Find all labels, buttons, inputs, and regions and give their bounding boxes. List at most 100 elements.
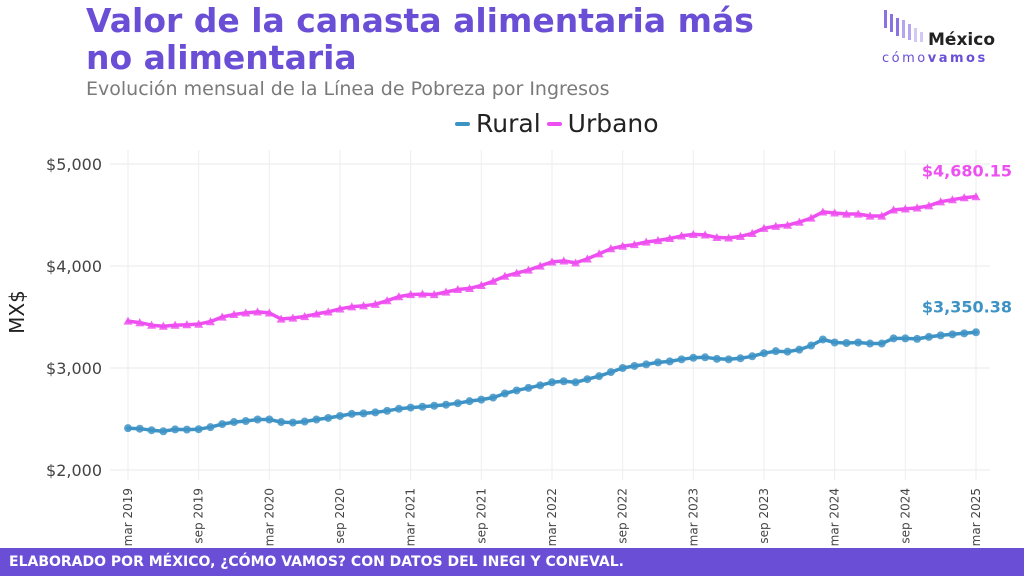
data-point-rural[interactable]: [642, 360, 651, 369]
data-point-rural[interactable]: [277, 418, 286, 427]
data-point-urbano[interactable]: [147, 320, 157, 329]
data-point-rural[interactable]: [901, 334, 910, 343]
data-point-rural[interactable]: [748, 352, 757, 361]
data-point-rural[interactable]: [124, 424, 132, 433]
data-point-rural[interactable]: [889, 334, 898, 343]
data-point-rural[interactable]: [654, 358, 662, 367]
data-point-rural[interactable]: [477, 395, 486, 404]
data-point-rural[interactable]: [595, 372, 604, 381]
data-point-rural[interactable]: [336, 411, 344, 420]
data-point-urbano[interactable]: [865, 211, 875, 220]
data-point-urbano[interactable]: [912, 203, 922, 212]
data-point-urbano[interactable]: [889, 205, 899, 214]
data-point-urbano[interactable]: [229, 309, 239, 319]
data-point-urbano[interactable]: [947, 195, 957, 204]
data-point-urbano[interactable]: [559, 256, 569, 265]
data-point-urbano[interactable]: [382, 296, 392, 305]
legend-item-urbano[interactable]: Urbano: [546, 109, 659, 138]
data-point-urbano[interactable]: [264, 308, 274, 317]
data-point-rural[interactable]: [489, 393, 498, 402]
data-point-rural[interactable]: [877, 339, 886, 348]
data-point-rural[interactable]: [866, 339, 874, 348]
data-point-urbano[interactable]: [594, 249, 604, 258]
data-point-urbano[interactable]: [794, 217, 804, 226]
data-point-urbano[interactable]: [241, 308, 251, 317]
data-point-urbano[interactable]: [347, 302, 357, 311]
data-point-rural[interactable]: [442, 400, 450, 409]
data-point-rural[interactable]: [618, 364, 627, 372]
data-point-rural[interactable]: [677, 355, 686, 364]
data-point-urbano[interactable]: [123, 316, 133, 325]
data-point-rural[interactable]: [924, 332, 933, 341]
data-point-rural[interactable]: [171, 425, 180, 434]
data-point-urbano[interactable]: [853, 209, 863, 218]
data-point-urbano[interactable]: [783, 220, 793, 229]
data-point-rural[interactable]: [630, 361, 639, 370]
data-point-rural[interactable]: [241, 417, 250, 426]
data-point-urbano[interactable]: [359, 301, 369, 310]
data-point-rural[interactable]: [536, 381, 545, 390]
data-point-rural[interactable]: [606, 368, 615, 377]
data-point-rural[interactable]: [712, 354, 721, 363]
data-point-rural[interactable]: [548, 378, 556, 387]
data-point-rural[interactable]: [936, 331, 945, 340]
data-point-rural[interactable]: [724, 355, 733, 364]
data-point-rural[interactable]: [571, 378, 580, 387]
data-point-urbano[interactable]: [759, 223, 769, 232]
data-point-urbano[interactable]: [253, 307, 263, 316]
data-point-urbano[interactable]: [512, 268, 522, 277]
data-point-urbano[interactable]: [841, 209, 851, 218]
data-point-rural[interactable]: [383, 406, 392, 415]
data-point-rural[interactable]: [453, 399, 462, 408]
data-point-rural[interactable]: [818, 335, 827, 344]
data-point-urbano[interactable]: [735, 231, 745, 241]
data-point-rural[interactable]: [206, 423, 215, 432]
data-point-urbano[interactable]: [818, 207, 828, 216]
data-point-rural[interactable]: [500, 389, 509, 398]
data-point-urbano[interactable]: [688, 229, 698, 238]
data-point-urbano[interactable]: [547, 257, 557, 266]
data-point-urbano[interactable]: [712, 232, 722, 242]
data-point-rural[interactable]: [689, 353, 698, 362]
data-point-rural[interactable]: [194, 425, 203, 434]
data-point-urbano[interactable]: [653, 236, 663, 245]
data-point-urbano[interactable]: [205, 317, 215, 326]
data-point-rural[interactable]: [253, 415, 262, 424]
data-point-urbano[interactable]: [500, 271, 510, 280]
data-point-rural[interactable]: [147, 426, 156, 435]
data-point-urbano[interactable]: [582, 254, 592, 263]
data-point-urbano[interactable]: [665, 233, 675, 243]
data-point-urbano[interactable]: [194, 319, 204, 328]
data-point-rural[interactable]: [960, 329, 969, 338]
data-point-urbano[interactable]: [288, 313, 298, 322]
data-point-rural[interactable]: [665, 357, 674, 366]
data-point-urbano[interactable]: [135, 318, 145, 327]
data-point-urbano[interactable]: [771, 221, 781, 230]
data-point-rural[interactable]: [135, 424, 144, 433]
data-point-rural[interactable]: [406, 403, 415, 412]
data-point-rural[interactable]: [830, 338, 839, 347]
data-point-urbano[interactable]: [170, 320, 180, 329]
data-point-urbano[interactable]: [618, 241, 628, 250]
data-point-urbano[interactable]: [488, 276, 498, 285]
data-point-urbano[interactable]: [523, 265, 533, 274]
data-point-rural[interactable]: [512, 386, 521, 395]
data-point-urbano[interactable]: [441, 287, 451, 296]
data-point-rural[interactable]: [701, 353, 710, 362]
data-point-rural[interactable]: [324, 413, 333, 422]
data-point-urbano[interactable]: [971, 192, 981, 201]
data-point-urbano[interactable]: [806, 213, 816, 222]
data-point-urbano[interactable]: [276, 314, 286, 323]
data-point-rural[interactable]: [265, 415, 274, 424]
data-point-urbano[interactable]: [300, 311, 310, 321]
data-point-urbano[interactable]: [370, 299, 380, 308]
data-point-rural[interactable]: [948, 330, 957, 339]
data-point-urbano[interactable]: [323, 307, 333, 316]
data-point-urbano[interactable]: [629, 240, 639, 249]
data-point-rural[interactable]: [807, 341, 816, 350]
data-point-rural[interactable]: [230, 418, 238, 427]
data-point-rural[interactable]: [972, 328, 980, 337]
data-point-urbano[interactable]: [417, 289, 427, 298]
data-point-urbano[interactable]: [217, 312, 227, 321]
data-point-urbano[interactable]: [747, 228, 757, 237]
